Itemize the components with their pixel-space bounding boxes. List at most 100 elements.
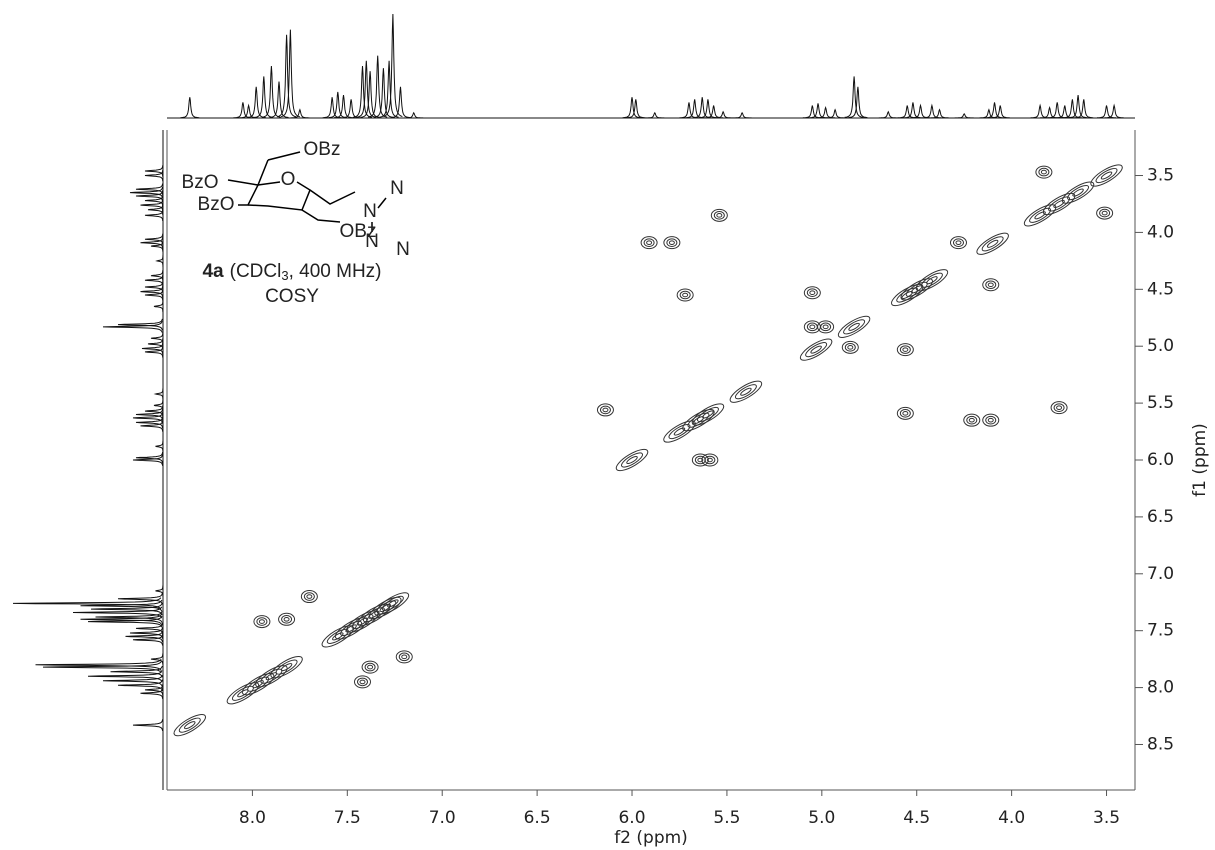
projection-peak xyxy=(280,29,300,118)
projection-peak xyxy=(985,102,1004,119)
projection-peak xyxy=(808,103,828,119)
projection-peak xyxy=(922,103,942,119)
projection-peak xyxy=(333,95,354,119)
projection-peak xyxy=(144,169,164,182)
atom-label: OBz xyxy=(340,221,377,242)
projection-peak xyxy=(1104,103,1124,119)
contour xyxy=(346,610,379,633)
contour xyxy=(896,287,919,303)
contour xyxy=(926,276,938,285)
contour xyxy=(848,322,860,331)
contour xyxy=(697,457,704,463)
projection-peak xyxy=(373,68,393,118)
atom-label: BzO xyxy=(182,172,219,193)
projection-peak xyxy=(954,112,974,119)
contour xyxy=(1038,167,1050,177)
contour xyxy=(357,603,391,626)
cross-peak xyxy=(896,343,914,357)
contour xyxy=(278,612,296,626)
cross-peak xyxy=(663,420,696,443)
contour xyxy=(734,384,757,400)
contour xyxy=(679,290,691,300)
y-tick-label: 5.5 xyxy=(1147,393,1174,413)
cross-peak xyxy=(300,590,318,604)
contour xyxy=(986,239,999,248)
contour xyxy=(694,455,706,465)
x-tick-label: 8.0 xyxy=(239,808,266,828)
projection-peak xyxy=(144,233,164,245)
contour xyxy=(668,240,675,245)
contour xyxy=(843,319,866,335)
contour xyxy=(949,236,967,250)
x-axis-label: f2 (ppm) xyxy=(614,828,688,848)
y-tick-label: 6.0 xyxy=(1147,450,1174,470)
bond xyxy=(257,181,281,186)
cross-peak xyxy=(241,673,275,696)
projection-peak xyxy=(155,255,164,267)
projection-peak xyxy=(352,65,373,118)
projection-peak xyxy=(990,105,1010,119)
contour xyxy=(247,676,270,692)
x-tick-label: 3.5 xyxy=(1093,808,1120,828)
contour xyxy=(713,211,725,220)
cross-peak xyxy=(837,315,871,338)
caption: 4a (CDCl3, 400 MHz) xyxy=(202,261,381,283)
cross-peak xyxy=(353,675,371,689)
contour xyxy=(1072,188,1084,197)
contour xyxy=(691,403,725,426)
contour xyxy=(1050,401,1068,415)
contour xyxy=(900,278,933,301)
projection-peak xyxy=(150,270,164,282)
projection-peak xyxy=(903,102,923,119)
contour xyxy=(226,682,260,705)
projection-peak xyxy=(269,81,289,118)
contour xyxy=(253,615,271,629)
projection-peak xyxy=(135,452,164,464)
contour xyxy=(837,315,871,338)
contour xyxy=(356,677,368,687)
contour xyxy=(952,238,964,247)
contour xyxy=(332,632,344,641)
cross-peak xyxy=(321,625,355,648)
conditions: , 400 MHz) xyxy=(289,261,382,282)
contour xyxy=(799,338,833,361)
cross-peak xyxy=(841,340,859,354)
contour xyxy=(987,282,994,288)
y-tick-label: 7.0 xyxy=(1147,564,1174,584)
contour xyxy=(376,592,410,615)
contour xyxy=(395,650,413,664)
projection-peak xyxy=(626,99,646,119)
projection-peak xyxy=(129,186,163,199)
contour xyxy=(646,240,653,245)
contour xyxy=(640,236,658,250)
projection-peak xyxy=(132,719,164,731)
contour xyxy=(729,380,763,403)
contour xyxy=(1023,204,1057,227)
y-tick-label: 4.5 xyxy=(1147,279,1174,299)
projection-peak xyxy=(155,440,164,452)
projection-peak xyxy=(930,108,949,119)
contour xyxy=(361,660,379,674)
y-tick-label: 6.5 xyxy=(1147,507,1174,527)
contour xyxy=(710,208,728,222)
contour xyxy=(702,410,714,419)
contour xyxy=(1056,405,1063,410)
contour xyxy=(968,417,975,423)
projection-peak xyxy=(180,97,200,119)
contour xyxy=(241,673,275,696)
cross-peak xyxy=(663,236,681,250)
cross-peak xyxy=(596,403,614,417)
contour xyxy=(1061,181,1095,204)
contour xyxy=(841,340,859,354)
y-tick-label: 7.5 xyxy=(1147,621,1174,641)
projection-peak xyxy=(110,665,163,678)
contour xyxy=(283,617,290,622)
projection-peak xyxy=(80,613,163,626)
contour xyxy=(987,417,994,423)
contour xyxy=(364,662,376,672)
cross-peak xyxy=(817,320,835,334)
contour xyxy=(899,345,911,354)
projection-peak xyxy=(129,627,163,639)
contour xyxy=(920,272,943,288)
